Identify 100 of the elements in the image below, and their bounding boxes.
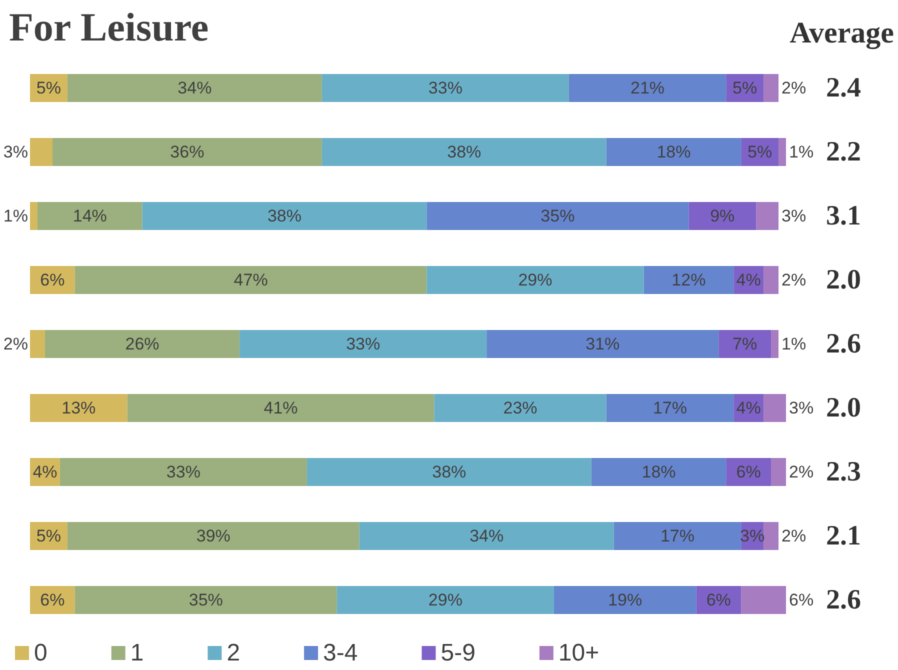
data-label: 18% <box>656 142 691 162</box>
data-label: 14% <box>72 206 107 226</box>
legend-label: 3-4 <box>323 640 358 666</box>
data-label: 33% <box>166 462 200 482</box>
data-label: 5% <box>36 78 61 98</box>
data-label: 33% <box>346 334 380 354</box>
data-label: 18% <box>642 462 676 482</box>
data-label: 39% <box>196 526 230 546</box>
data-label: 17% <box>660 526 694 546</box>
data-label: 29% <box>428 590 462 610</box>
data-label: 3% <box>3 142 28 162</box>
data-label: 23% <box>503 398 538 418</box>
bar <box>486 330 719 358</box>
bar <box>240 330 487 358</box>
bar <box>554 586 696 614</box>
bar <box>44 330 240 358</box>
bar <box>764 522 779 550</box>
legend-label: 10+ <box>558 640 600 666</box>
data-label: 4% <box>736 270 761 290</box>
data-label: 35% <box>540 206 575 226</box>
bar <box>30 330 45 358</box>
legend-label: 2 <box>226 640 240 666</box>
chart-title: For Leisure <box>9 4 209 50</box>
bar <box>434 394 606 422</box>
legend-label: 0 <box>34 640 48 666</box>
data-label: 33% <box>428 78 462 98</box>
bar <box>322 74 569 102</box>
data-label: 26% <box>125 334 160 354</box>
text: 3.1 <box>826 200 861 232</box>
text: 2.0 <box>826 392 861 424</box>
data-label: 6% <box>736 462 761 482</box>
bar <box>52 138 322 166</box>
data-label: 6% <box>40 270 65 290</box>
data-label: 29% <box>518 270 552 290</box>
data-label: 2% <box>3 334 28 354</box>
data-label: 38% <box>267 206 302 226</box>
bar <box>778 138 786 166</box>
bar <box>764 266 779 294</box>
data-label: 3% <box>789 398 814 418</box>
bar <box>60 458 307 486</box>
data-label: 19% <box>608 590 642 610</box>
data-label: 35% <box>188 590 223 610</box>
bar <box>771 458 786 486</box>
text: 2.4 <box>826 72 861 104</box>
data-label: 31% <box>586 334 620 354</box>
text: 2.1 <box>826 520 861 552</box>
bar <box>127 394 434 422</box>
data-label: 5% <box>732 78 758 98</box>
data-label: 38% <box>432 462 466 482</box>
text: 2.6 <box>826 328 861 360</box>
data-label: 3% <box>782 206 806 226</box>
text: 2.0 <box>826 264 861 296</box>
data-label: 2% <box>782 270 806 290</box>
bar <box>606 394 734 422</box>
bar <box>718 330 772 358</box>
legend-label: 5-9 <box>440 640 476 666</box>
text: Average <box>790 16 894 50</box>
bar <box>606 138 742 166</box>
bar <box>322 138 606 166</box>
bar <box>771 330 779 358</box>
data-label: 13% <box>62 398 96 418</box>
bar <box>591 458 726 486</box>
data-label: 4% <box>32 462 58 482</box>
data-label: 21% <box>630 78 665 98</box>
data-label: 5% <box>748 142 772 162</box>
bar <box>764 394 786 422</box>
data-label: 6% <box>706 590 731 610</box>
bar <box>764 74 779 102</box>
bar <box>67 522 360 550</box>
data-label: 2% <box>782 78 806 98</box>
bar <box>74 266 427 294</box>
bar <box>359 522 614 550</box>
bar <box>306 458 592 486</box>
data-label: 47% <box>234 270 268 290</box>
text: 2.6 <box>826 584 861 616</box>
data-label: 6% <box>40 590 65 610</box>
data-label: 1% <box>782 334 806 354</box>
bar <box>142 202 427 230</box>
bar <box>614 522 742 550</box>
data-label: 7% <box>732 334 758 354</box>
data-label: 5% <box>36 526 61 546</box>
text: 2.3 <box>826 456 861 488</box>
data-label: 34% <box>178 78 212 98</box>
data-label: 17% <box>652 398 687 418</box>
data-label: 2% <box>789 462 814 482</box>
data-label: 3% <box>740 526 765 546</box>
data-label: 12% <box>672 270 706 290</box>
bar <box>30 394 128 422</box>
data-label: 34% <box>470 526 504 546</box>
bar <box>741 586 786 614</box>
data-label: 36% <box>170 142 204 162</box>
bar <box>74 586 337 614</box>
bar <box>37 202 142 230</box>
legend-label: 1 <box>130 640 144 666</box>
data-label: 2% <box>782 526 806 546</box>
bar <box>756 202 779 230</box>
data-label: 6% <box>789 590 814 610</box>
text: 2.2 <box>826 136 861 168</box>
bar <box>30 202 38 230</box>
data-label: 1% <box>789 142 814 162</box>
